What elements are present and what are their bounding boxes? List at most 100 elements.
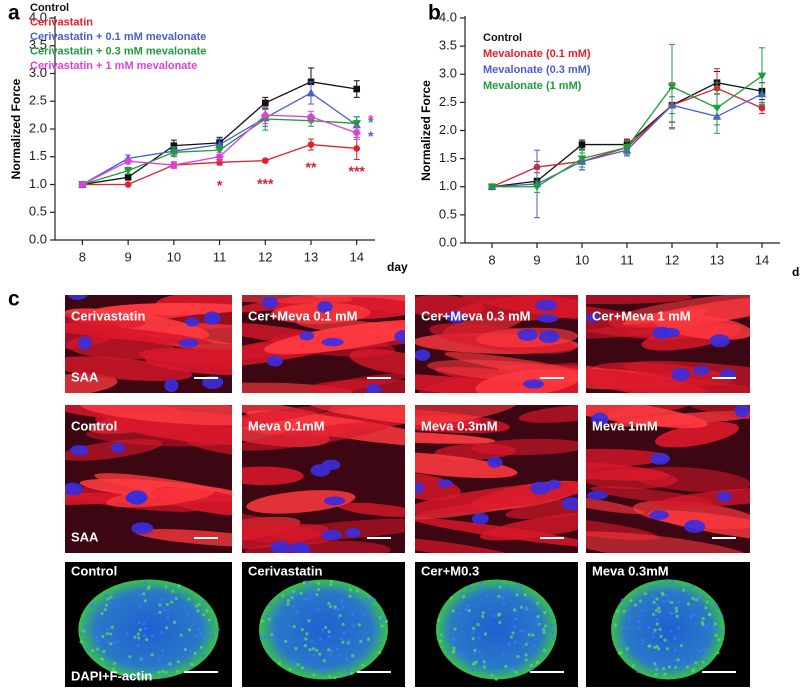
cell	[682, 588, 686, 592]
cell	[91, 649, 95, 653]
cell	[653, 662, 657, 666]
cell	[691, 584, 695, 589]
myofibril	[65, 320, 123, 349]
y-tick-label: 1.5	[439, 150, 457, 165]
nucleus	[261, 296, 278, 309]
cell	[613, 623, 617, 627]
cell	[307, 585, 311, 589]
cell	[535, 660, 540, 664]
nucleus	[203, 311, 221, 325]
myofibril	[415, 405, 519, 426]
cell	[351, 654, 355, 658]
cell	[657, 647, 661, 651]
x-tick-label: 14	[755, 252, 769, 267]
cell	[112, 640, 116, 644]
cell	[346, 673, 351, 677]
marker	[578, 141, 586, 148]
image-label: Cer+M0.3	[421, 563, 479, 578]
cell	[115, 640, 120, 644]
cell	[351, 624, 356, 628]
cell	[307, 592, 311, 596]
nucleus	[530, 481, 551, 495]
myofibril	[415, 431, 496, 444]
significance: *	[368, 114, 374, 130]
cell	[125, 632, 129, 636]
cell	[340, 600, 344, 604]
cell	[136, 643, 140, 648]
cell	[188, 649, 193, 653]
cell	[143, 581, 147, 585]
cell	[616, 609, 620, 613]
cell	[481, 614, 485, 619]
cell	[472, 661, 477, 665]
micrograph	[586, 562, 750, 687]
cell	[648, 585, 653, 590]
cell	[497, 594, 501, 599]
cell	[457, 652, 461, 656]
cell	[160, 649, 165, 653]
cell	[536, 622, 540, 627]
series-line	[491, 87, 763, 188]
cell	[511, 631, 515, 635]
cell	[329, 583, 333, 587]
cell	[698, 649, 702, 653]
cell	[118, 594, 122, 598]
micrograph	[415, 405, 578, 553]
cell	[174, 596, 178, 600]
cell	[126, 661, 130, 665]
cell	[183, 647, 188, 651]
nucleus	[517, 328, 538, 341]
cell	[673, 658, 678, 663]
cell	[521, 645, 525, 649]
x-tick-label: 12	[258, 249, 272, 264]
cell	[308, 648, 312, 652]
cell	[452, 638, 456, 642]
marker	[758, 104, 766, 112]
marker	[622, 144, 632, 152]
cell	[637, 625, 641, 630]
cell	[368, 601, 372, 605]
cell	[665, 578, 669, 583]
x-tick-label: 13	[304, 249, 318, 264]
nucleus	[270, 541, 292, 553]
cell	[144, 626, 148, 630]
cell	[269, 603, 274, 607]
image-label: Control	[71, 563, 117, 578]
myofibril	[65, 356, 193, 381]
marker	[667, 83, 677, 91]
cell	[691, 596, 695, 601]
cell	[346, 668, 351, 672]
cell	[543, 624, 548, 628]
legend-entry: Mevalonate (0.3 mM)	[483, 64, 591, 76]
cell	[85, 628, 90, 632]
cell	[477, 650, 481, 655]
cell	[330, 579, 334, 583]
cell	[677, 600, 682, 604]
x-axis-label: day	[792, 265, 800, 279]
cell	[704, 659, 708, 663]
myofibril	[270, 302, 371, 324]
cell	[638, 599, 642, 603]
cell	[316, 588, 321, 592]
marker	[261, 99, 269, 107]
nucleus	[523, 379, 544, 389]
cell	[303, 644, 307, 648]
cell	[705, 625, 709, 629]
cell	[701, 660, 705, 664]
marker	[170, 142, 178, 149]
micrograph	[65, 562, 232, 687]
cell	[96, 614, 100, 618]
cell	[197, 627, 201, 632]
cell	[717, 638, 721, 642]
cell	[368, 598, 373, 602]
image-label: Meva 0.3mM	[421, 418, 498, 433]
image-label: Meva 0.1mM	[248, 418, 325, 433]
cell	[168, 662, 172, 666]
cell	[128, 655, 132, 659]
y-tick-label: 1.0	[29, 176, 47, 191]
micrograph	[586, 405, 750, 553]
legend-entry: Mevalonate (0.1 mM)	[483, 48, 591, 60]
x-tick-label: 10	[575, 252, 589, 267]
cell	[164, 585, 168, 589]
cell	[705, 600, 709, 604]
